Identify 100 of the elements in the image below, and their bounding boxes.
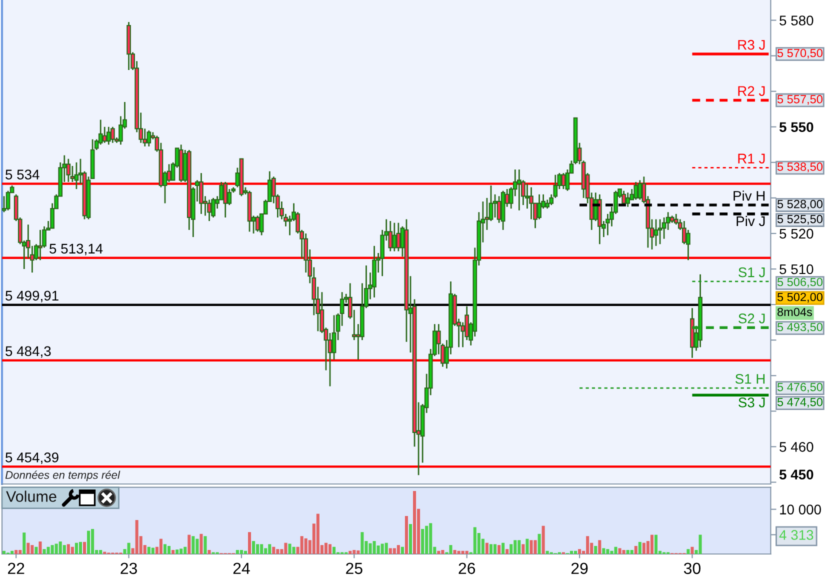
text: 8m04s bbox=[778, 308, 812, 316]
bar bbox=[22, 532, 26, 554]
data-label: 5 570,50 bbox=[777, 48, 822, 59]
data-label: 5 525,50 bbox=[777, 214, 822, 225]
bar bbox=[268, 544, 272, 554]
bar bbox=[272, 546, 276, 554]
bar bbox=[244, 550, 247, 554]
bar bbox=[292, 546, 296, 554]
bar bbox=[62, 545, 66, 554]
series-label: R3 J bbox=[738, 40, 765, 50]
candlestick bbox=[102, 126, 107, 144]
bar bbox=[348, 550, 352, 554]
chart-title: Volume bbox=[6, 490, 56, 502]
bar bbox=[634, 546, 638, 554]
bar bbox=[461, 550, 464, 554]
y-tick-label: 10 000 bbox=[780, 504, 821, 514]
bar bbox=[372, 541, 376, 554]
candlestick bbox=[516, 168, 522, 212]
bar bbox=[392, 548, 396, 554]
bar bbox=[356, 550, 360, 554]
bar bbox=[578, 549, 582, 554]
candlestick bbox=[658, 218, 662, 245]
bar bbox=[172, 550, 175, 554]
x-tick-label: 25 bbox=[346, 562, 362, 574]
bar bbox=[151, 548, 154, 554]
candlestick bbox=[199, 172, 204, 215]
bar bbox=[264, 548, 268, 554]
bar bbox=[38, 541, 42, 554]
y-tick-label: 4 313 bbox=[779, 530, 814, 540]
bar bbox=[30, 545, 34, 554]
data-label: 5 528,00 bbox=[777, 200, 822, 210]
bar bbox=[288, 544, 292, 554]
y-tick-label: 5 460 bbox=[780, 442, 814, 452]
ref-line-label: 5 513,14 bbox=[50, 244, 103, 256]
bar bbox=[46, 546, 50, 554]
bar bbox=[506, 549, 509, 554]
y-tick-label: 5 510 bbox=[780, 264, 814, 274]
bar bbox=[324, 542, 328, 554]
bar bbox=[518, 540, 521, 554]
bar bbox=[396, 545, 400, 554]
candlestick bbox=[634, 181, 638, 200]
bar bbox=[530, 540, 533, 554]
candlestick bbox=[6, 190, 10, 212]
bar bbox=[380, 544, 384, 554]
bar bbox=[626, 550, 630, 554]
candlestick bbox=[223, 181, 228, 218]
bar bbox=[510, 544, 513, 554]
bar bbox=[534, 540, 537, 554]
bar bbox=[698, 534, 702, 554]
bar bbox=[34, 546, 38, 554]
bar bbox=[54, 544, 58, 554]
series-label: R1 J bbox=[738, 154, 765, 164]
bar bbox=[498, 545, 501, 554]
candlestick bbox=[388, 220, 393, 252]
bar bbox=[168, 546, 171, 554]
candlestick bbox=[106, 126, 111, 146]
candlestick bbox=[496, 195, 502, 224]
series-label: S3 J bbox=[738, 398, 765, 408]
data-label: 5 506,50 bbox=[777, 278, 822, 288]
bar bbox=[208, 550, 211, 554]
bar bbox=[421, 528, 424, 554]
bar bbox=[332, 546, 336, 554]
ref-line-label: 5 484,3 bbox=[6, 346, 51, 358]
candlestick bbox=[38, 229, 42, 261]
bar bbox=[400, 546, 404, 554]
candlestick bbox=[110, 126, 115, 144]
bar bbox=[147, 546, 150, 554]
bar bbox=[184, 546, 187, 554]
bar bbox=[441, 550, 444, 554]
bar bbox=[236, 550, 239, 554]
data-label: 5 557,50 bbox=[777, 95, 822, 105]
bar bbox=[494, 544, 497, 554]
y-tick-label: 5 450 bbox=[779, 470, 814, 480]
bar bbox=[58, 541, 62, 554]
bar bbox=[388, 548, 392, 554]
bar bbox=[14, 550, 18, 554]
bar bbox=[598, 540, 602, 554]
bar bbox=[642, 542, 646, 554]
bar bbox=[87, 530, 90, 554]
bar bbox=[328, 544, 332, 554]
data-label: 5 493,50 bbox=[777, 322, 822, 333]
y-tick-label: 5 520 bbox=[780, 228, 814, 239]
ref-line-label: 5 534 bbox=[6, 170, 40, 180]
y-tick-label: 5 580 bbox=[780, 16, 814, 26]
bar bbox=[10, 550, 14, 554]
data-label: 5 474,50 bbox=[777, 398, 822, 408]
series-label: S2 J bbox=[738, 314, 765, 324]
bar bbox=[260, 544, 264, 554]
bar bbox=[188, 534, 191, 554]
bar bbox=[542, 526, 545, 554]
bar bbox=[2, 550, 6, 554]
bar bbox=[352, 550, 356, 554]
bar bbox=[586, 536, 590, 554]
bar bbox=[135, 520, 138, 554]
bar bbox=[602, 548, 606, 554]
bar bbox=[300, 536, 304, 554]
bar bbox=[449, 545, 452, 554]
x-tick-label: 24 bbox=[233, 562, 250, 574]
bar bbox=[91, 528, 94, 554]
x-tick-label: 29 bbox=[571, 562, 588, 574]
